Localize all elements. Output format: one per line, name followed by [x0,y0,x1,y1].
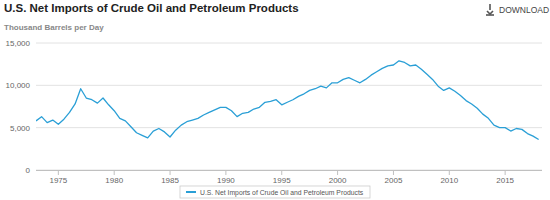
x-tick [225,170,226,175]
x-tick-label: 1975 [49,176,67,185]
x-tick-label: 2015 [496,176,514,185]
x-axis-line [36,170,542,171]
title: U.S. Net Imports of Crude Oil and Petrol… [4,2,299,14]
x-tick-label: 2000 [329,176,347,185]
legend: U.S. Net Imports of Crude Oil and Petrol… [180,186,370,198]
download-button[interactable]: DOWNLOAD [486,4,549,15]
x-tick [170,170,171,175]
legend-box [180,186,370,198]
download-label[interactable]: DOWNLOAD [499,5,549,15]
y-tick-label: 10,000 [6,81,31,90]
grid-line [36,85,542,86]
y-axis-label: Thousand Barrels per Day [4,23,104,32]
x-tick-label: 2005 [385,176,403,185]
x-tick [337,170,338,175]
x-tick [449,170,450,175]
x-tick [281,170,282,175]
x-tick-label: 1995 [273,176,291,185]
x-tick-label: 2010 [440,176,458,185]
x-tick [114,170,115,175]
x-tick [505,170,506,175]
x-tick [58,170,59,175]
y-tick-label: 15,000 [6,39,31,48]
legend-label: U.S. Net Imports of Crude Oil and Petrol… [200,189,364,197]
x-tick [393,170,394,175]
chart: U.S. Net Imports of Crude Oil and Petrol… [0,0,550,200]
x-tick-label: 1980 [105,176,123,185]
x-tick-label: 1990 [217,176,235,185]
x-tick-label: 1985 [161,176,179,185]
series-line [36,61,539,140]
y-tick-label: 0 [26,166,31,175]
download-icon-base[interactable] [486,14,494,16]
grid-line [36,43,542,44]
plot-area [36,61,539,140]
y-tick-label: 5,000 [10,124,31,133]
download-icon[interactable] [487,4,493,14]
legend-swatch [186,191,196,193]
grid-line [36,170,542,171]
grid-line [36,127,542,128]
